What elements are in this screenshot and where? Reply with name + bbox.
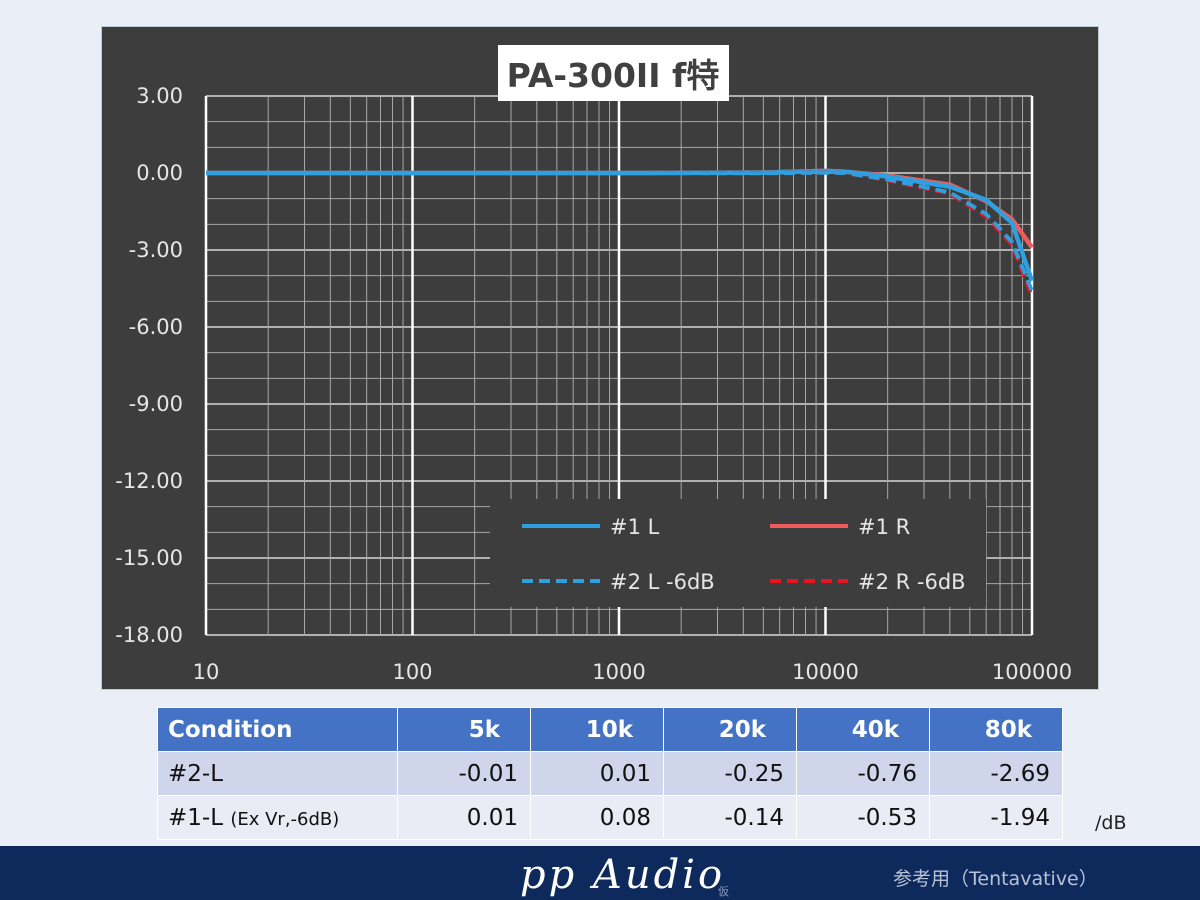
chart-title-background: [498, 45, 729, 101]
unit-label: /dB: [1095, 812, 1127, 834]
value-cell-40k: -0.76: [796, 751, 930, 796]
y-tick-label: -3.00: [129, 238, 183, 262]
header-condition: Condition: [157, 707, 398, 752]
condition-label: #2-L: [168, 760, 224, 787]
table-row: #2-L -0.01 0.01 -0.25 -0.76 -2.69: [157, 751, 1063, 796]
header-5k: 5k: [397, 707, 531, 752]
chart-panel: 3.00 0.00 -3.00 -6.00 -9.00 -12.00 -15.00 -18.0…: [101, 26, 1099, 690]
legend: #1 L #1 R #2 L -6dB #2 R -6dB: [490, 499, 986, 607]
value-cell-10k: 0.08: [530, 795, 664, 840]
footer-bar: [0, 846, 1200, 900]
header-20k: 20k: [663, 707, 797, 752]
value-cell-10k: 0.01: [530, 751, 664, 796]
table-row: #1-L (Ex Vr,-6dB) 0.01 0.08 -0.14 -0.53 …: [157, 795, 1063, 840]
reference-note: 参考用（Tentavative）: [893, 868, 1098, 890]
value-cell-80k: -2.69: [929, 751, 1063, 796]
condition-cell: #2-L: [157, 751, 398, 796]
y-axis-tick-labels: 3.00 0.00 -3.00 -6.00 -9.00 -12.00 -15.00 -18.0…: [115, 84, 183, 647]
x-tick-label: 100: [392, 660, 432, 684]
condition-note: (Ex Vr,-6dB): [230, 808, 340, 830]
y-tick-label: -6.00: [129, 315, 183, 339]
table-header-row: Condition 5k 10k 20k 40k 80k: [157, 707, 1063, 752]
series-line-3: [206, 170, 1034, 292]
y-tick-label: 3.00: [136, 84, 183, 108]
y-tick-label: -15.00: [115, 546, 183, 570]
x-tick-label: 10000: [792, 660, 859, 684]
y-tick-label: -9.00: [129, 392, 183, 416]
header-80k: 80k: [929, 707, 1063, 752]
x-tick-label: 1000: [592, 660, 645, 684]
value-cell-80k: -1.94: [929, 795, 1063, 840]
measurement-table: Condition 5k 10k 20k 40k 80k #2-L -0.01 …: [157, 707, 1063, 840]
legend-label: #1 R: [858, 515, 910, 539]
value-cell-20k: -0.25: [663, 751, 797, 796]
legend-label: #2 L -6dB: [610, 570, 715, 594]
series-lines: [206, 168, 1035, 297]
chart-title: PA-300II f特: [507, 56, 720, 95]
legend-label: #1 L: [610, 515, 660, 539]
value-cell-5k: -0.01: [397, 751, 531, 796]
frequency-response-chart: 3.00 0.00 -3.00 -6.00 -9.00 -12.00 -15.00 -18.0…: [115, 45, 1072, 684]
x-axis-tick-labels: 10 100 1000 10000 100000: [193, 660, 1072, 684]
chart-title-group: PA-300II f特: [498, 45, 729, 101]
header-10k: 10k: [530, 707, 664, 752]
header-40k: 40k: [796, 707, 930, 752]
value-cell-20k: -0.14: [663, 795, 797, 840]
x-tick-label: 100000: [992, 660, 1072, 684]
y-tick-label: 0.00: [136, 161, 183, 185]
value-cell-40k: -0.53: [796, 795, 930, 840]
condition-cell: #1-L (Ex Vr,-6dB): [157, 795, 398, 840]
x-tick-label: 10: [193, 660, 220, 684]
brand-tag: 仮: [718, 885, 729, 898]
y-tick-label: -12.00: [115, 469, 183, 493]
brand-logo-text: pp Audio: [520, 852, 726, 898]
condition-label: #1-L: [168, 804, 224, 831]
legend-box: [490, 499, 986, 607]
value-cell-5k: 0.01: [397, 795, 531, 840]
y-tick-label: -18.00: [115, 623, 183, 647]
legend-label: #2 R -6dB: [858, 570, 966, 594]
